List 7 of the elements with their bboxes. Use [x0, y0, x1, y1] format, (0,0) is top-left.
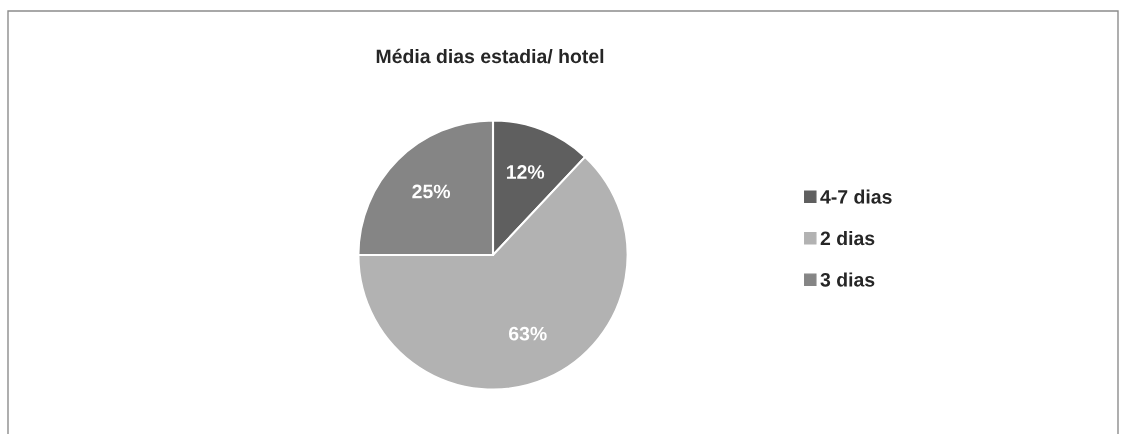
legend-label: 2 dias	[820, 230, 875, 246]
data-label: 25%	[412, 184, 451, 199]
data-label: 12%	[506, 165, 545, 179]
legend-label: 3 dias	[820, 272, 875, 287]
data-label: 63%	[509, 326, 547, 341]
legend-label: 4-7 dias	[820, 189, 892, 204]
chart-title: Média dias estadia/ hotel	[376, 48, 604, 64]
